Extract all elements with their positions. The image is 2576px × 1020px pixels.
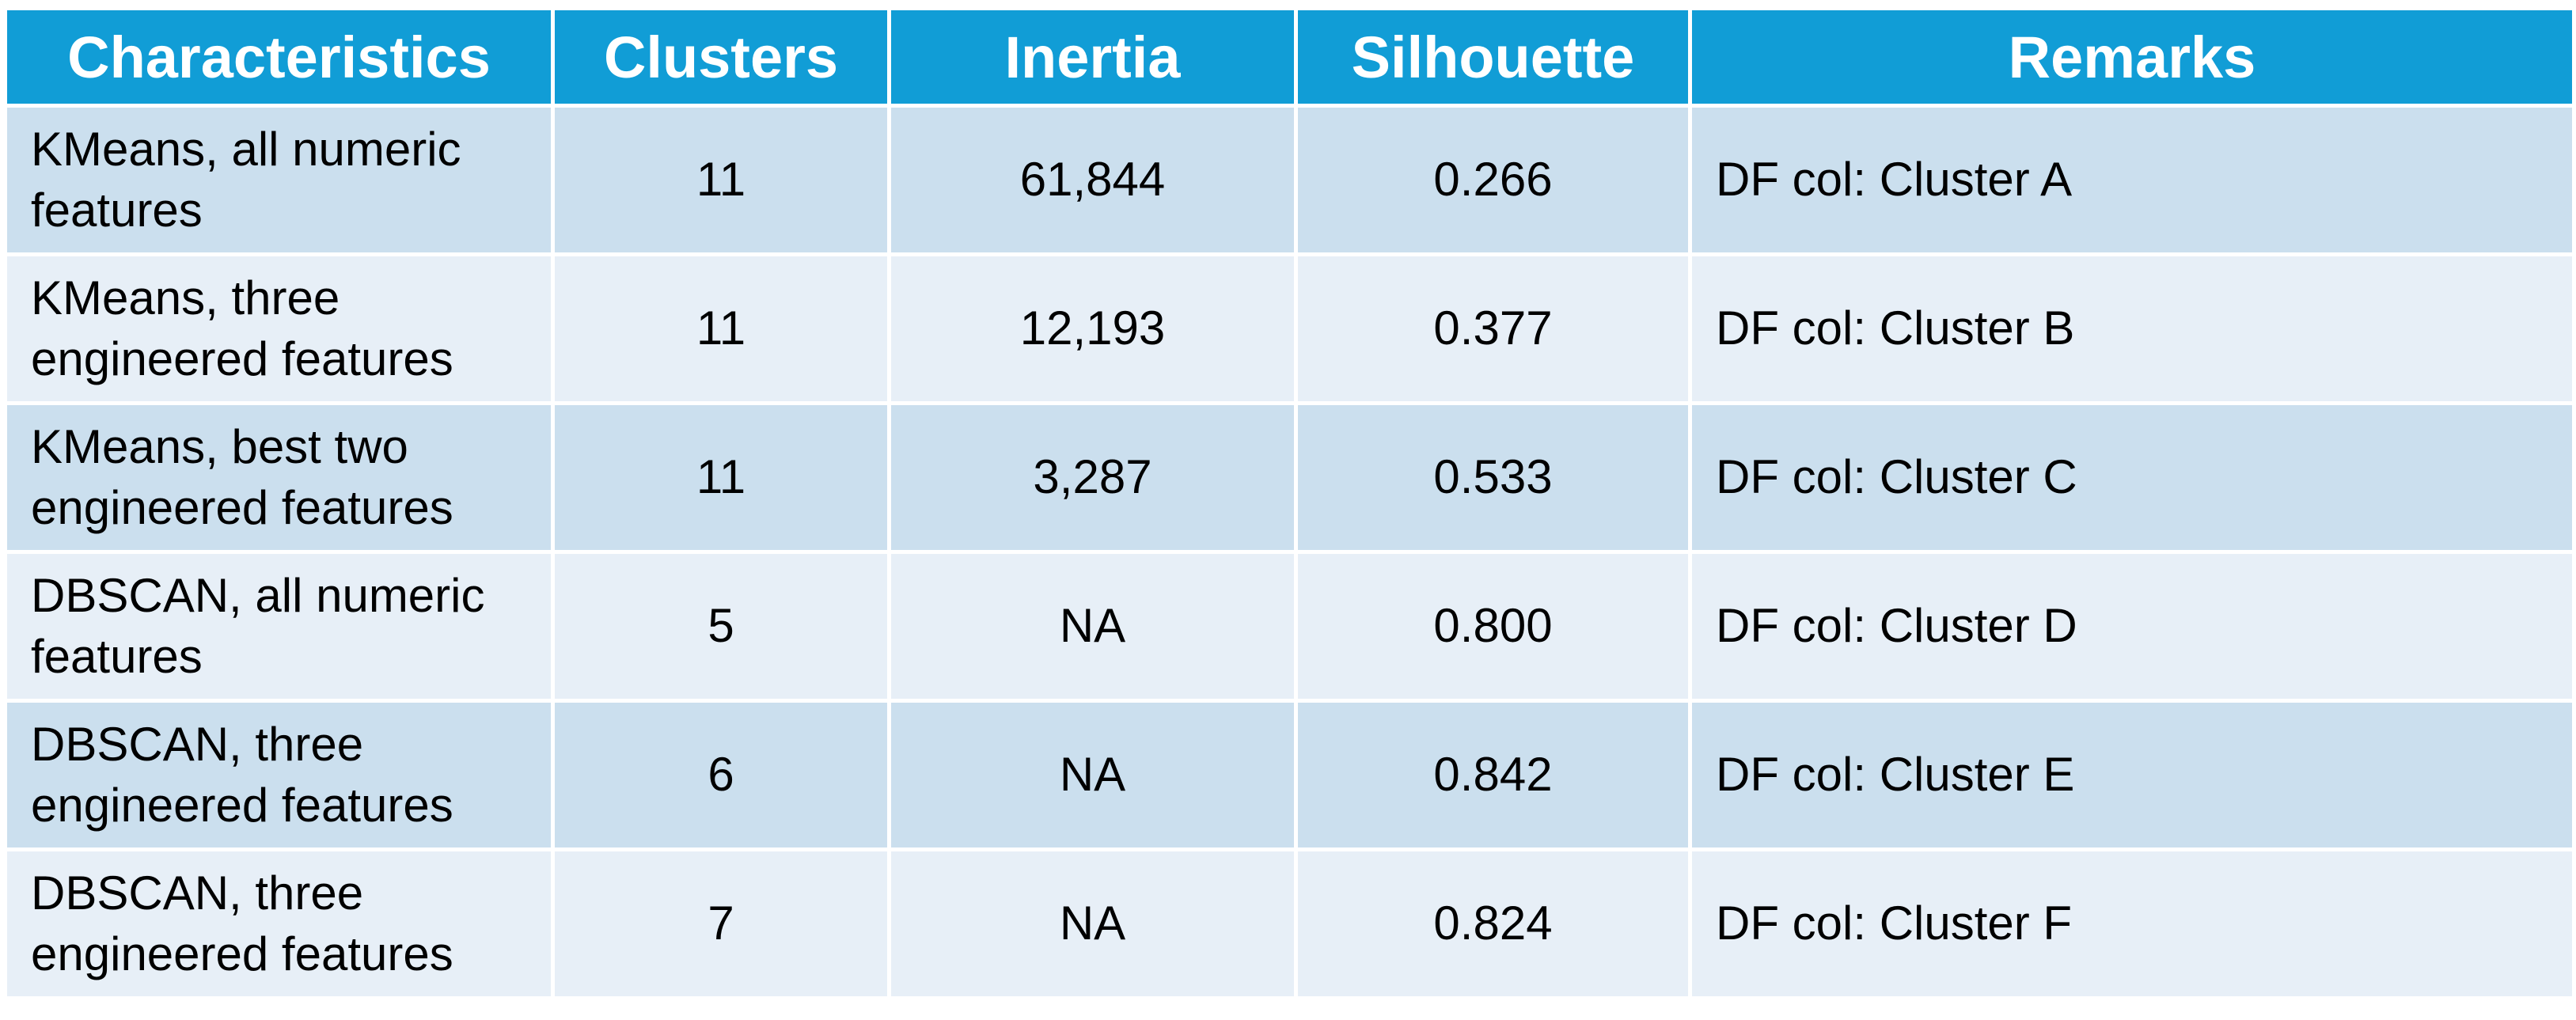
clusters-cell: 11: [551, 401, 891, 554]
remarks-cell: DF col: Cluster C: [1688, 401, 2576, 554]
remarks-cell: DF col: Cluster F: [1688, 847, 2576, 1000]
inertia-cell: 12,193: [887, 252, 1298, 405]
silhouette-cell: 0.824: [1294, 847, 1692, 1000]
table-row: KMeans, all numeric features 11 61,844 0…: [3, 104, 2576, 256]
header-remarks: Remarks: [1688, 6, 2576, 108]
inertia-cell: NA: [887, 550, 1298, 703]
inertia-cell: NA: [887, 699, 1298, 851]
inertia-cell: 61,844: [887, 104, 1298, 256]
characteristics-cell: DBSCAN, three engineered features: [3, 847, 555, 1000]
table-body: KMeans, all numeric features 11 61,844 0…: [3, 104, 2576, 1000]
header-inertia: Inertia: [887, 6, 1298, 108]
inertia-cell: NA: [887, 847, 1298, 1000]
table-row: DBSCAN, three engineered features 6 NA 0…: [3, 699, 2576, 851]
clusters-cell: 5: [551, 550, 891, 703]
clusters-cell: 7: [551, 847, 891, 1000]
silhouette-cell: 0.266: [1294, 104, 1692, 256]
table-row: DBSCAN, three engineered features 7 NA 0…: [3, 847, 2576, 1000]
results-table: Characteristics Clusters Inertia Silhoue…: [3, 6, 2576, 1000]
clusters-cell: 11: [551, 252, 891, 405]
silhouette-cell: 0.842: [1294, 699, 1692, 851]
silhouette-cell: 0.533: [1294, 401, 1692, 554]
header-silhouette: Silhouette: [1294, 6, 1692, 108]
header-clusters: Clusters: [551, 6, 891, 108]
inertia-cell: 3,287: [887, 401, 1298, 554]
clusters-cell: 11: [551, 104, 891, 256]
table-row: KMeans, three engineered features 11 12,…: [3, 252, 2576, 405]
silhouette-cell: 0.377: [1294, 252, 1692, 405]
characteristics-cell: KMeans, best two engineered features: [3, 401, 555, 554]
silhouette-cell: 0.800: [1294, 550, 1692, 703]
remarks-cell: DF col: Cluster B: [1688, 252, 2576, 405]
characteristics-cell: DBSCAN, all numeric features: [3, 550, 555, 703]
characteristics-cell: KMeans, all numeric features: [3, 104, 555, 256]
header-characteristics: Characteristics: [3, 6, 555, 108]
characteristics-cell: DBSCAN, three engineered features: [3, 699, 555, 851]
table-row: DBSCAN, all numeric features 5 NA 0.800 …: [3, 550, 2576, 703]
remarks-cell: DF col: Cluster E: [1688, 699, 2576, 851]
table-row: KMeans, best two engineered features 11 …: [3, 401, 2576, 554]
remarks-cell: DF col: Cluster A: [1688, 104, 2576, 256]
table-header: Characteristics Clusters Inertia Silhoue…: [3, 6, 2576, 108]
characteristics-cell: KMeans, three engineered features: [3, 252, 555, 405]
clusters-cell: 6: [551, 699, 891, 851]
remarks-cell: DF col: Cluster D: [1688, 550, 2576, 703]
header-row: Characteristics Clusters Inertia Silhoue…: [3, 6, 2576, 108]
